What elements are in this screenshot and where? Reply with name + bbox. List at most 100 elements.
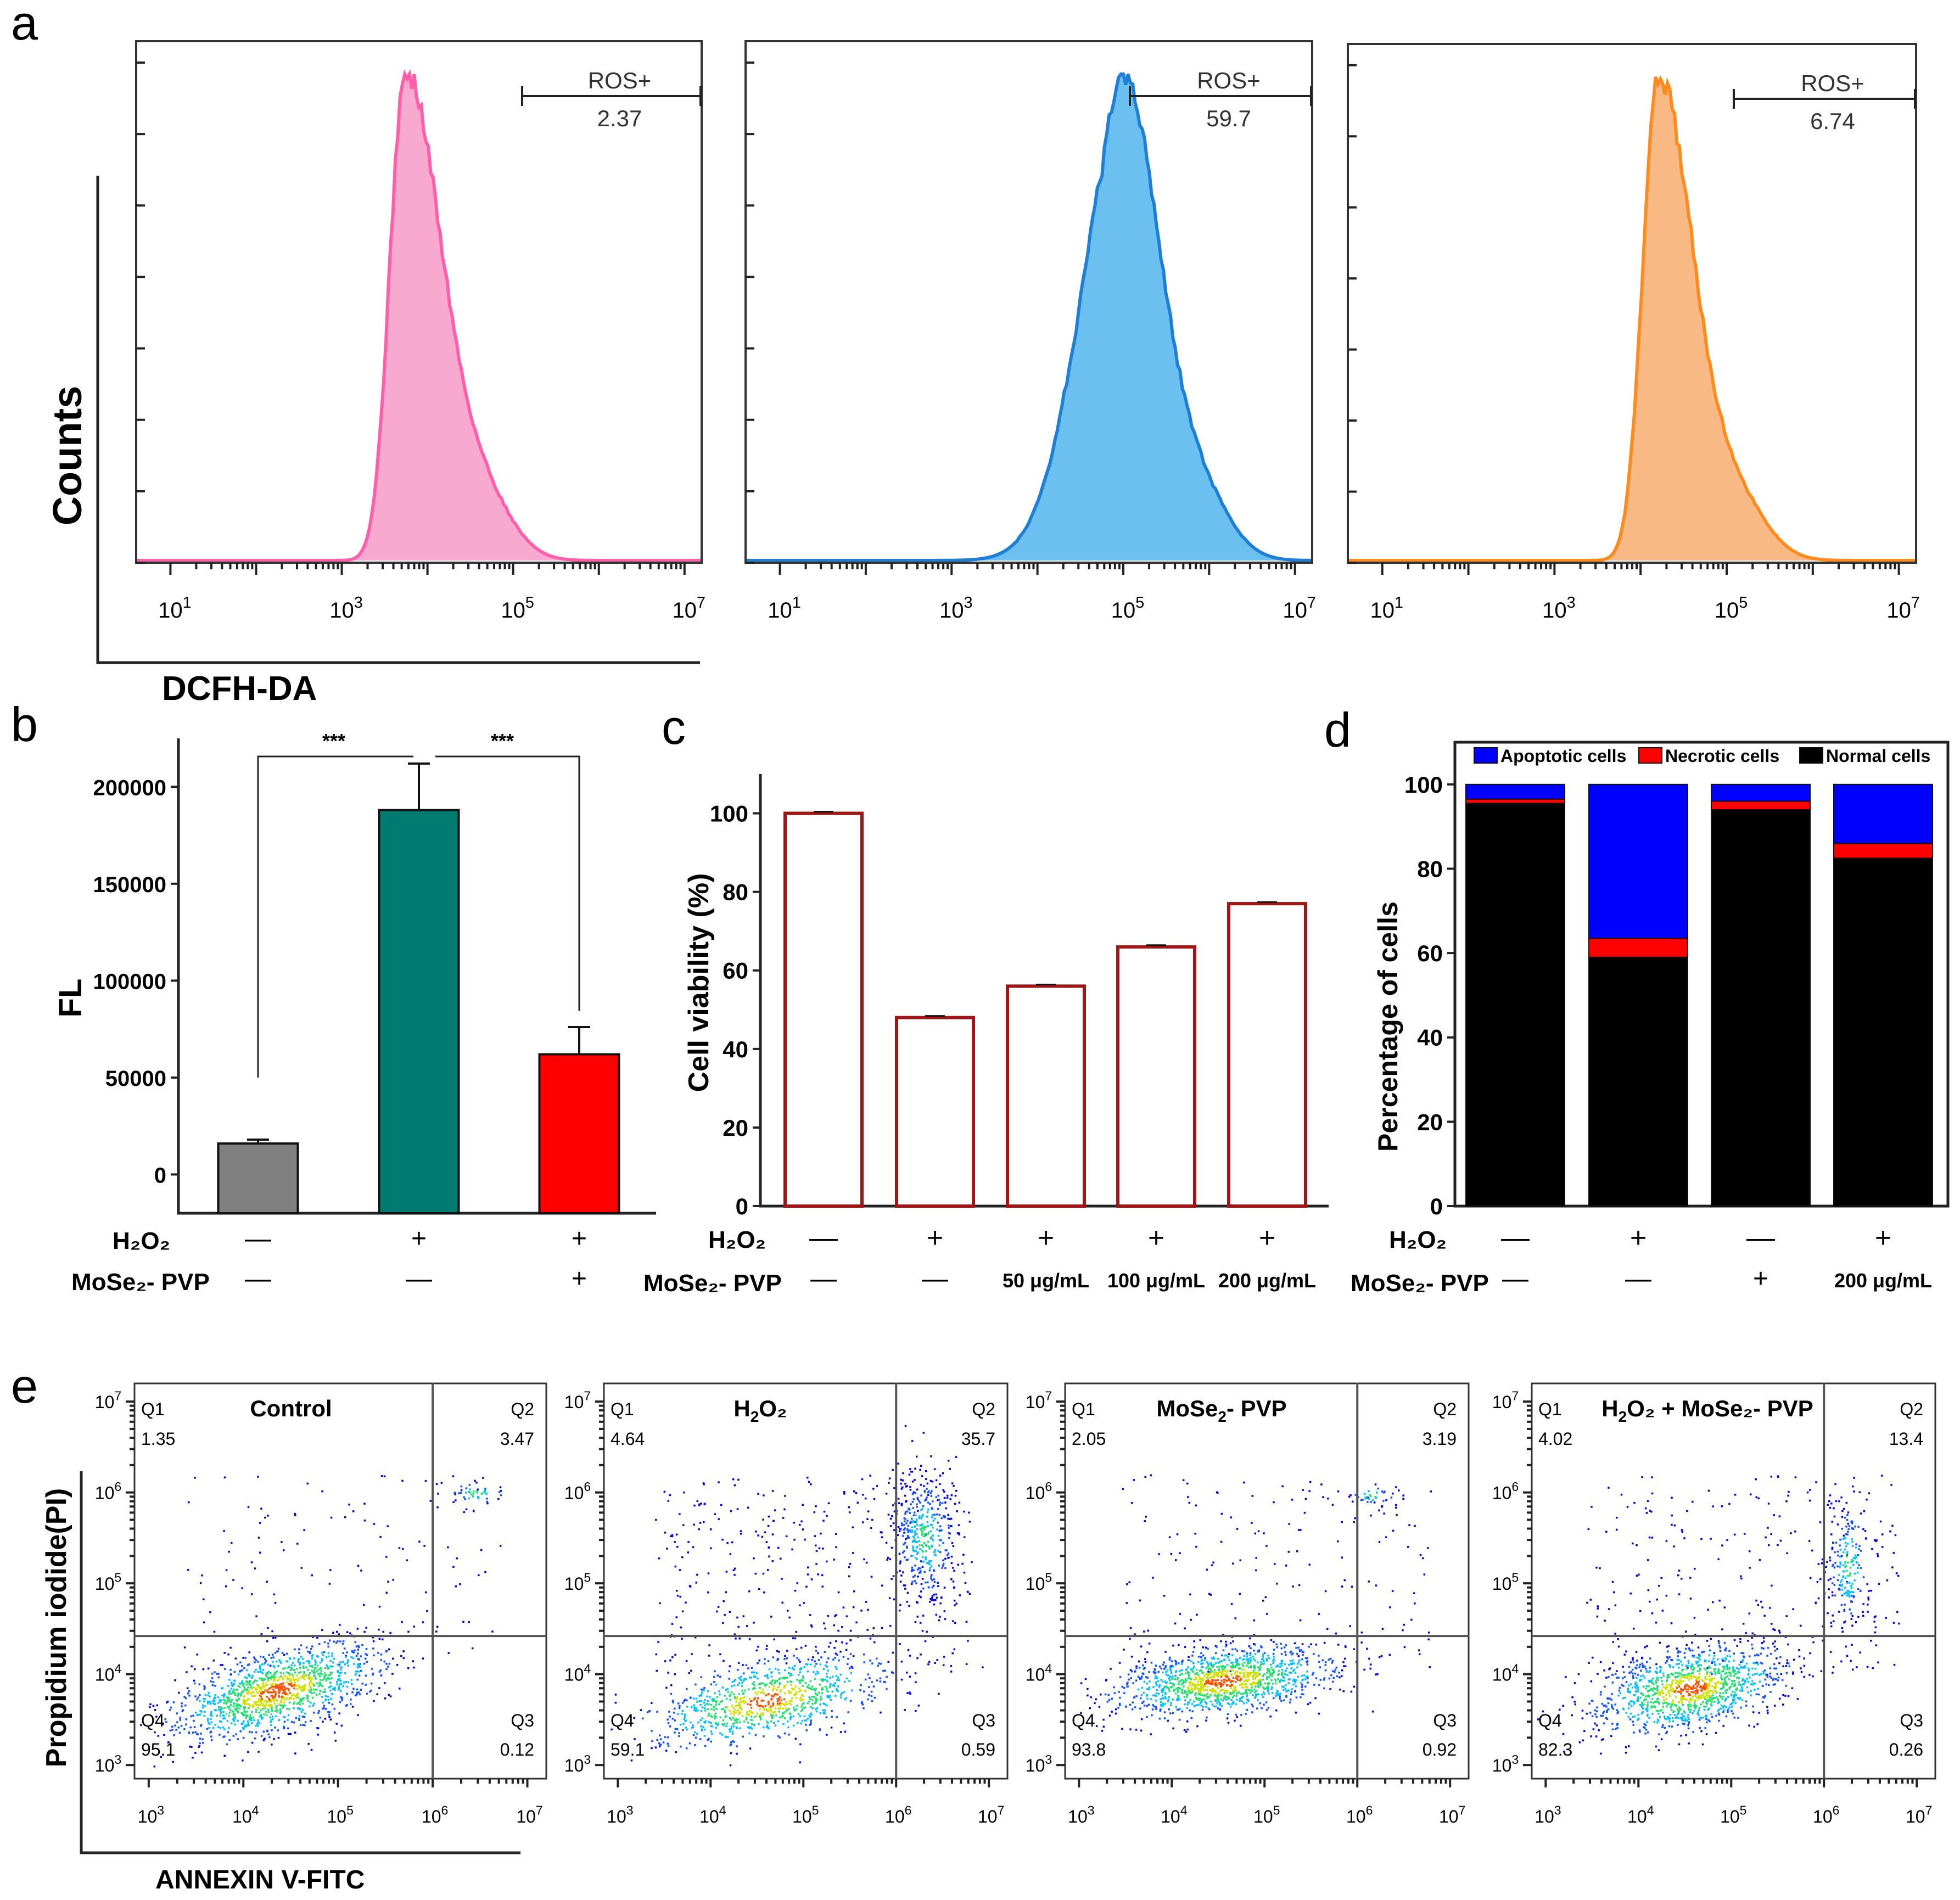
scatter-point [770, 1695, 773, 1697]
scatter-point [1167, 1700, 1169, 1702]
scatter-point [303, 1716, 306, 1718]
scatter-point [356, 1693, 358, 1696]
scatter-point [346, 1662, 349, 1664]
scatter-point [310, 1686, 312, 1689]
scatter-point [1145, 1676, 1147, 1678]
scatter-point [926, 1511, 929, 1514]
scatter-point [1164, 1651, 1167, 1653]
scatter-point [1177, 1691, 1179, 1693]
scatter-point [733, 1741, 735, 1743]
scatter-point [1130, 1670, 1133, 1673]
scatter-point [1195, 1672, 1198, 1674]
scatter-point [915, 1710, 917, 1712]
scatter-point [937, 1508, 939, 1510]
scatter-point [1188, 1701, 1190, 1703]
scatter-point [760, 1683, 763, 1685]
scatter-point [1199, 1677, 1201, 1679]
scatter-point [247, 1664, 249, 1666]
scatter-point [263, 1706, 266, 1708]
scatter-point [815, 1505, 817, 1507]
scatter-point [698, 1504, 701, 1506]
scatter-point [904, 1709, 906, 1711]
scatter-point [788, 1712, 791, 1714]
scatter-point [1369, 1663, 1372, 1666]
scatter-point [1207, 1696, 1209, 1698]
scatter-point [671, 1656, 674, 1658]
scatter-point [1200, 1701, 1202, 1703]
scatter-point [1389, 1606, 1391, 1608]
scatter-point [950, 1517, 953, 1520]
scatter-point [1265, 1709, 1268, 1711]
scatter-point [262, 1683, 265, 1685]
scatter-point [1229, 1642, 1232, 1644]
scatter-point [830, 1684, 832, 1686]
scatter-point [267, 1697, 270, 1700]
scatter-point [947, 1552, 950, 1555]
scatter-point [946, 1554, 949, 1556]
scatter-point [277, 1650, 279, 1652]
scatter-point [365, 1648, 368, 1650]
scatter-point [788, 1708, 790, 1710]
scatter-point [852, 1526, 854, 1528]
scatter-point [338, 1712, 340, 1714]
scatter-point [274, 1673, 277, 1675]
scatter-point [747, 1506, 749, 1509]
scatter-point [1272, 1661, 1275, 1663]
scatter-point [250, 1686, 253, 1689]
scatter-point [283, 1720, 286, 1723]
histogram-fill [746, 74, 1312, 561]
scatter-point [814, 1689, 816, 1691]
scatter-point [1208, 1663, 1210, 1666]
scatter-point [1195, 1696, 1197, 1699]
scatter-point [942, 1489, 944, 1492]
scatter-point [879, 1677, 882, 1679]
scatter-point [910, 1555, 912, 1557]
scatter-point [288, 1677, 291, 1680]
scatter-point [1239, 1657, 1241, 1659]
scatter-point [322, 1679, 324, 1682]
scatter-point [872, 1627, 875, 1629]
scatter-point [1191, 1710, 1194, 1713]
scatter-point [302, 1689, 304, 1691]
scatter-point [708, 1655, 710, 1657]
scatter-point [271, 1708, 273, 1710]
scatter-point [323, 1674, 326, 1677]
scatter-point [368, 1690, 371, 1693]
scatter-point [807, 1566, 809, 1568]
scatter-point [254, 1679, 256, 1682]
scatter-point [695, 1697, 698, 1700]
scatter-point [1135, 1679, 1138, 1682]
scatter-point [770, 1699, 772, 1701]
scatter-point [200, 1751, 203, 1753]
scatter-point [733, 1708, 736, 1711]
scatter-point [774, 1682, 776, 1684]
scatter-point [262, 1692, 265, 1694]
scatter-point [1164, 1696, 1167, 1699]
scatter-point [244, 1701, 247, 1703]
scatter-point [227, 1731, 229, 1734]
scatter-point [909, 1468, 911, 1470]
scatter-point [1250, 1659, 1252, 1662]
scatter-point [1265, 1701, 1268, 1703]
scatter-point [1117, 1707, 1119, 1709]
scatter-point [1219, 1702, 1221, 1705]
e-y-tick-label: 106 [95, 1479, 121, 1503]
scatter-point [1165, 1671, 1167, 1673]
scatter-point [313, 1691, 316, 1694]
scatter-point [919, 1501, 921, 1504]
d-legend-label: Apoptotic cells [1500, 746, 1626, 766]
scatter-point [702, 1726, 704, 1728]
scatter-point [1368, 1657, 1370, 1660]
scatter-point [294, 1752, 296, 1755]
scatter-point [926, 1497, 928, 1499]
scatter-point [927, 1586, 930, 1589]
scatter-point [285, 1652, 288, 1655]
scatter-point [922, 1556, 924, 1558]
scatter-point [681, 1710, 684, 1712]
scatter-point [835, 1614, 837, 1616]
scatter-point [484, 1489, 486, 1492]
scatter-point [299, 1662, 301, 1664]
